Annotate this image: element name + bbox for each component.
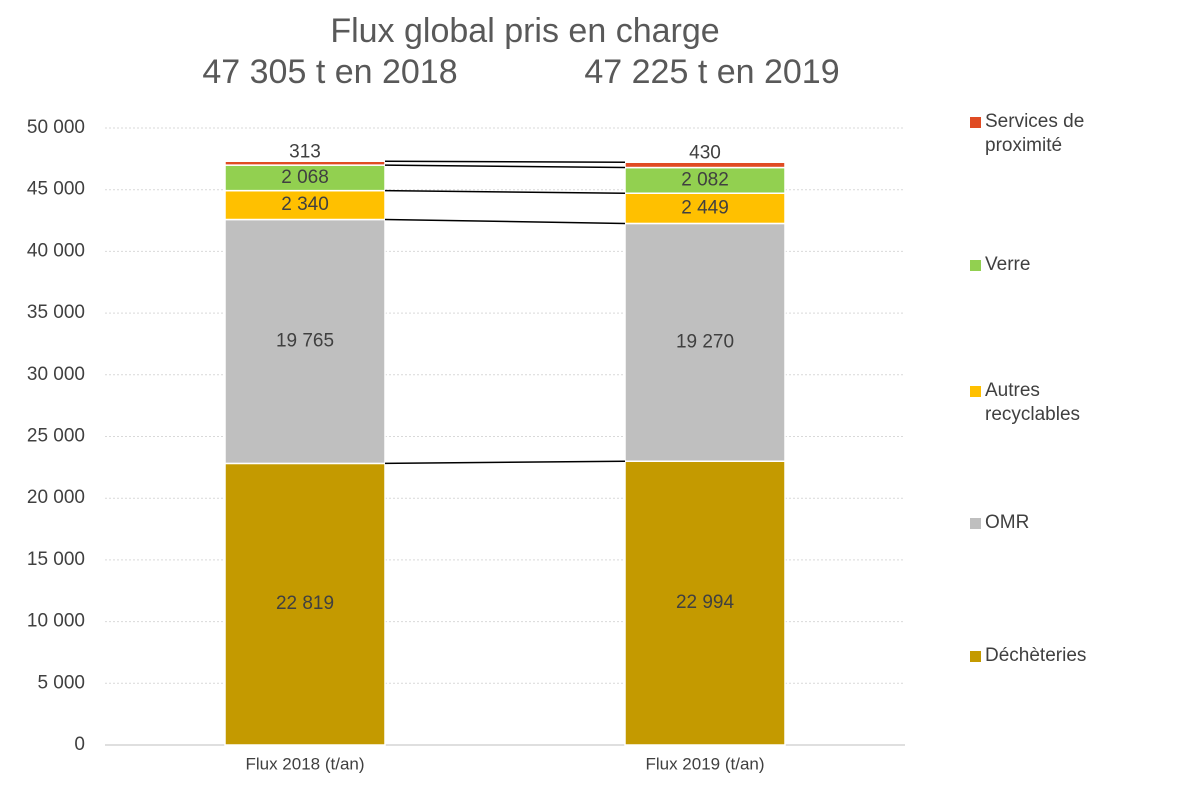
- data-label: 2 449: [681, 197, 729, 218]
- data-label: 313: [289, 141, 321, 162]
- legend-label: Services de proximité: [985, 111, 1085, 156]
- data-label: 2 340: [281, 194, 329, 215]
- data-label: 19 270: [676, 331, 734, 352]
- y-tick-label: 50 000: [27, 117, 85, 138]
- data-label: 430: [689, 142, 721, 163]
- bar-segment: [224, 164, 386, 192]
- legend-item: OMR: [970, 511, 1135, 535]
- data-label: 19 765: [276, 330, 334, 351]
- legend-label: Verre: [985, 254, 1031, 275]
- y-tick-label: 0: [74, 734, 85, 755]
- y-tick-label: 15 000: [27, 549, 85, 570]
- bar-segment: [624, 166, 786, 194]
- y-tick-label: 5 000: [37, 672, 85, 693]
- legend-item: Services de proximité: [970, 110, 1135, 158]
- chart-title: Flux global pris en charge: [330, 12, 719, 50]
- bar-segment: [224, 160, 386, 166]
- chart-subtitle: 47 305 t en 2018: [202, 53, 457, 91]
- bar-segment: [224, 218, 386, 465]
- connector-line: [384, 160, 626, 163]
- bar-segment: [624, 460, 786, 746]
- y-tick-label: 35 000: [27, 302, 85, 323]
- data-label: 2 082: [681, 169, 729, 190]
- x-tick-label: Flux 2018 (t/an): [245, 754, 364, 773]
- legend-item: Déchèteries: [970, 644, 1135, 668]
- legend-swatch: [970, 260, 981, 271]
- data-label: 22 994: [676, 592, 735, 613]
- y-tick-label: 10 000: [27, 611, 85, 632]
- legend-label: Autres recyclables: [985, 380, 1081, 425]
- connector-line: [384, 189, 626, 194]
- connector-line: [384, 164, 626, 169]
- connector-line: [384, 218, 626, 225]
- bar-segment: [624, 192, 786, 225]
- legend-label: Déchèteries: [985, 645, 1087, 666]
- data-label: 2 068: [281, 167, 329, 188]
- legend-item: Autres recyclables: [970, 379, 1135, 427]
- bar-segment: [224, 189, 386, 221]
- legend-swatch: [970, 518, 981, 529]
- legend-swatch: [970, 651, 981, 662]
- y-tick-label: 45 000: [27, 179, 85, 200]
- connector-line: [384, 460, 626, 465]
- y-tick-label: 40 000: [27, 240, 85, 261]
- legend-label: OMR: [985, 512, 1030, 533]
- x-tick-label: Flux 2019 (t/an): [645, 754, 764, 773]
- data-label: 22 819: [276, 593, 334, 614]
- y-tick-label: 20 000: [27, 487, 85, 508]
- y-tick-label: 25 000: [27, 426, 85, 447]
- bar-segment: [624, 161, 786, 169]
- bar-segment: [224, 462, 386, 746]
- y-tick-label: 30 000: [27, 364, 85, 385]
- legend-item: Verre: [970, 253, 1135, 277]
- bar-segment: [624, 222, 786, 463]
- legend-swatch: [970, 117, 981, 128]
- chart-subtitle: 47 225 t en 2019: [584, 53, 839, 91]
- legend-swatch: [970, 386, 981, 397]
